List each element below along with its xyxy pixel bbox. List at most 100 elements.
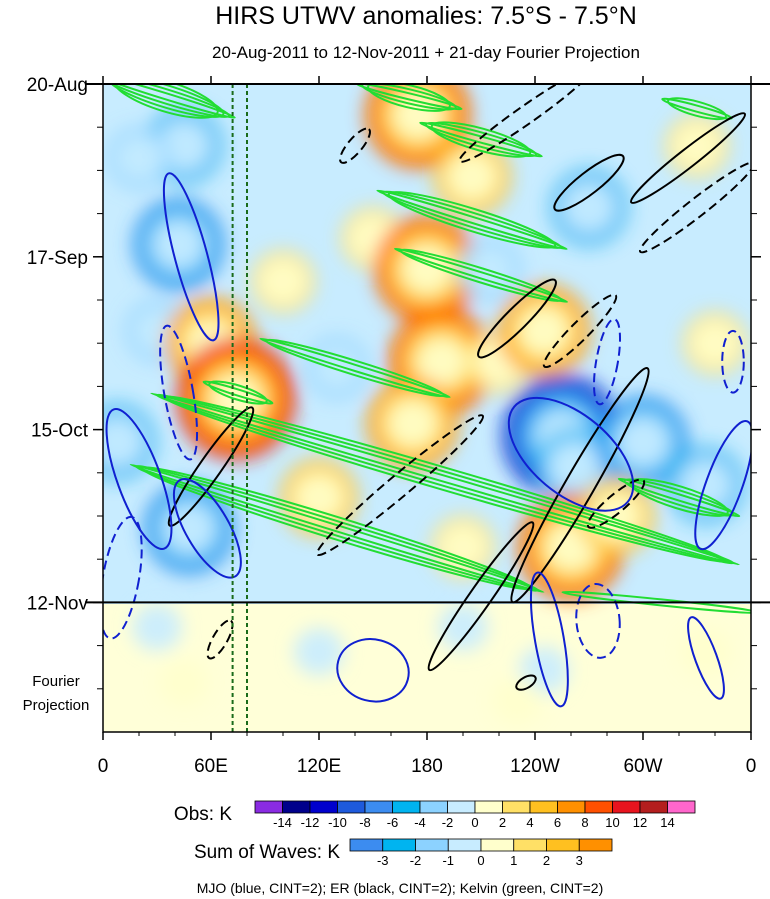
waves-colorbar: -3 -2 -1 0 1 2 3 — [349, 838, 613, 868]
anomaly-cell — [438, 523, 488, 571]
mjo-contour-negative — [575, 582, 621, 659]
kelvin-contour — [161, 395, 729, 563]
kelvin-contour — [103, 84, 231, 118]
obs-colorbar-tick: 10 — [605, 815, 619, 830]
projection-label-line2: Projection — [23, 697, 90, 714]
obs-colorbar-swatch — [584, 800, 613, 814]
er-contour-negative — [542, 293, 618, 369]
er-contour-negative — [638, 161, 751, 254]
kelvin-contour — [129, 463, 545, 594]
waves-colorbar-tick: 2 — [543, 853, 550, 868]
er-contour-negative — [206, 619, 234, 660]
wave-legend-note: MJO (blue, CINT=2); ER (black, CINT=2); … — [197, 880, 604, 896]
projection-background — [103, 604, 751, 732]
x-tick-label: 60E — [194, 756, 228, 777]
kelvin-contour — [376, 189, 568, 251]
x-tick-label: 0 — [98, 756, 109, 777]
anomaly-cell — [294, 628, 344, 676]
obs-colorbar-tick: -10 — [328, 815, 347, 830]
waves-colorbar-swatch — [480, 838, 515, 852]
waves-colorbar-swatch — [349, 838, 384, 852]
obs-colorbar-swatch — [337, 800, 366, 814]
er-contour-positive — [515, 674, 537, 691]
anomaly-cell — [159, 122, 209, 170]
obs-colorbar-tick: -14 — [273, 815, 292, 830]
anomaly-cell — [114, 134, 164, 182]
x-tick-label: 120W — [510, 756, 560, 777]
obs-colorbar-swatch — [557, 800, 586, 814]
kelvin-contour — [623, 478, 735, 517]
obs-colorbar-swatch — [667, 800, 696, 814]
obs-colorbar-swatch — [392, 800, 421, 814]
projection-label-line1: Fourier — [32, 673, 80, 690]
kelvin-contour — [259, 337, 451, 399]
waves-colorbar-swatch — [415, 838, 449, 852]
obs-colorbar-swatch — [612, 800, 641, 814]
y-tick-label: 17-Sep — [27, 248, 88, 269]
obs-colorbar-tick: 14 — [660, 815, 674, 830]
y-tick-label: 20-Aug — [27, 75, 88, 96]
anomaly-cell — [681, 461, 731, 509]
obs-colorbar-tick: 4 — [526, 815, 533, 830]
obs-colorbar-swatch — [529, 800, 558, 814]
anomaly-cell — [564, 183, 614, 232]
obs-colorbar-tick: -12 — [301, 815, 320, 830]
mjo-contour-negative — [159, 324, 199, 461]
x-tick-label: 120E — [297, 756, 341, 777]
anomaly-cell — [416, 338, 467, 386]
anomaly-cell — [492, 677, 542, 725]
obs-colorbar-swatch — [419, 800, 448, 814]
kelvin-contour — [393, 247, 569, 304]
er-contour-positive — [477, 278, 557, 359]
kelvin-contour — [561, 590, 751, 614]
obs-colorbar-tick: -2 — [442, 815, 454, 830]
anomaly-cell — [312, 344, 362, 392]
obs-colorbar-tick: -4 — [414, 815, 426, 830]
er-contour-negative — [586, 478, 646, 529]
waves-colorbar-tick: -3 — [377, 853, 389, 868]
kelvin-contour — [399, 248, 563, 302]
kelvin-contour — [113, 84, 219, 119]
waves-colorbar-swatch — [382, 838, 416, 852]
obs-colorbar-swatch — [254, 800, 283, 814]
kelvin-contour — [155, 393, 735, 565]
anomaly-cell — [447, 152, 497, 201]
obs-colorbar-tick: -6 — [387, 815, 399, 830]
kelvin-contour — [208, 380, 268, 405]
anomaly-cell — [690, 319, 740, 367]
mjo-contour-positive — [687, 616, 725, 700]
wave-contours — [103, 84, 751, 708]
waves-colorbar-tick: 3 — [576, 853, 583, 868]
kelvin-contour — [107, 84, 225, 118]
obs-colorbar-tick: 8 — [581, 815, 588, 830]
anomaly-cell — [672, 122, 722, 170]
anomaly-cell — [387, 399, 438, 448]
waves-colorbar-swatch — [578, 838, 613, 852]
obs-colorbar-swatch — [639, 800, 668, 814]
anomaly-cell — [438, 603, 488, 651]
kelvin-contour — [424, 122, 538, 158]
obs-colorbar-tick: 2 — [499, 815, 506, 830]
obs-colorbar-swatch — [309, 800, 338, 814]
waves-colorbar-tick: -2 — [410, 853, 422, 868]
waves-colorbar-tick: -1 — [442, 853, 454, 868]
obs-colorbar-tick: 6 — [554, 815, 561, 830]
obs-colorbar-tick: 12 — [633, 815, 647, 830]
obs-colorbar-swatch — [474, 800, 503, 814]
x-tick-label: 0 — [746, 756, 757, 777]
mjo-contour-positive — [172, 478, 242, 579]
y-tick-label: 15-Oct — [31, 421, 89, 442]
anomaly-cell — [618, 418, 668, 466]
anomaly-cell — [103, 418, 143, 466]
mjo-contour-positive — [694, 420, 751, 551]
anomaly-field — [103, 84, 747, 725]
chart-subtitle: 20-Aug-2011 to 12-Nov-2011 + 21-day Four… — [212, 43, 640, 62]
mjo-contour-positive — [529, 571, 569, 708]
obs-colorbar-tick: 0 — [471, 815, 478, 830]
obs-colorbar-swatch — [447, 800, 476, 814]
anomaly-cell — [132, 603, 182, 651]
anomaly-cell — [164, 504, 215, 552]
axes: 0 60E 120E 180 120W 60W 0 20-Aug 17-Sep 15-Oct 12-… — [27, 75, 761, 777]
obs-colorbar-tick: -8 — [359, 815, 371, 830]
